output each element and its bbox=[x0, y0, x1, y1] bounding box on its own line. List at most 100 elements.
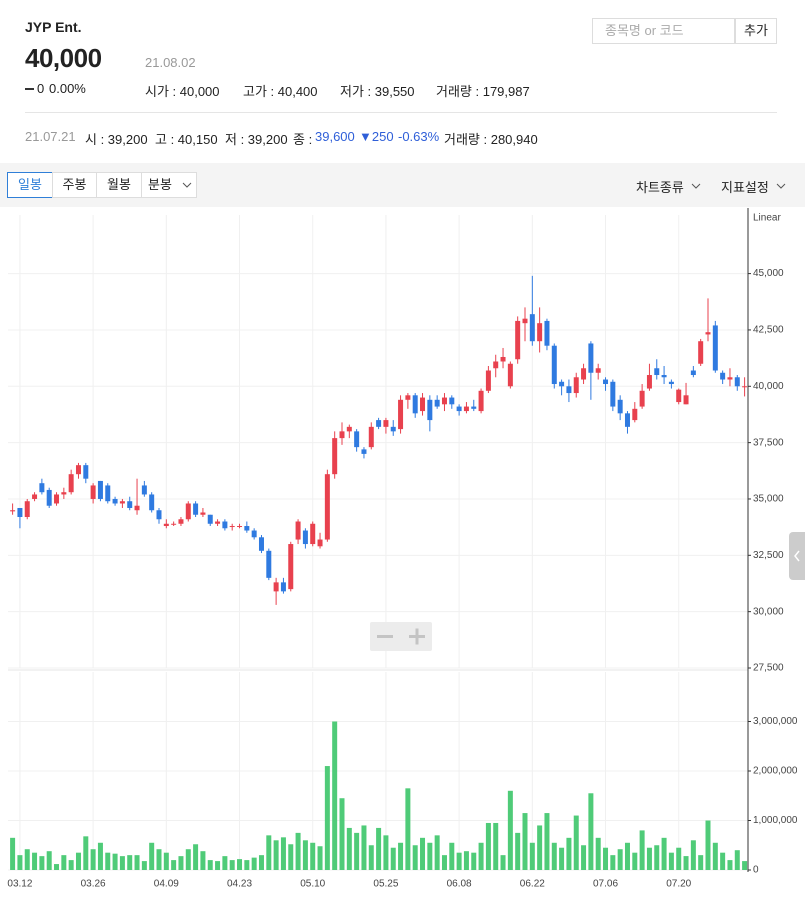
volume-bar bbox=[266, 835, 272, 870]
volume-bar bbox=[185, 849, 191, 870]
candle-body bbox=[463, 406, 469, 412]
volume-bar bbox=[141, 861, 147, 870]
volume-bar bbox=[251, 857, 257, 870]
volume-bar bbox=[215, 861, 221, 870]
candle-body bbox=[24, 501, 30, 517]
candle-body bbox=[603, 379, 609, 385]
prev-close: 39,600 bbox=[315, 129, 355, 144]
volume-bar bbox=[727, 860, 733, 870]
volume-bar bbox=[588, 793, 594, 870]
volume-bar bbox=[537, 825, 543, 870]
volume-bar bbox=[68, 860, 74, 870]
volume-bar bbox=[10, 837, 16, 870]
candle-body bbox=[398, 399, 404, 430]
volume-bar bbox=[383, 835, 389, 870]
candle-body bbox=[134, 505, 140, 511]
tab-daily[interactable]: 일봉 bbox=[7, 172, 53, 198]
candle-body bbox=[405, 395, 411, 400]
x-tick-label: 07.06 bbox=[593, 879, 618, 890]
candle-body bbox=[207, 514, 213, 524]
candle-body bbox=[522, 318, 528, 324]
volume-bar bbox=[361, 825, 367, 870]
volume-bar bbox=[244, 860, 250, 870]
volume-bar bbox=[522, 813, 528, 870]
candle-body bbox=[588, 343, 594, 373]
volume-bar bbox=[485, 822, 491, 870]
chevron bbox=[182, 182, 192, 188]
volume-bar bbox=[346, 827, 352, 870]
add-button[interactable]: 추가 bbox=[735, 18, 777, 44]
volume-bar bbox=[661, 837, 667, 870]
chevron bbox=[691, 183, 701, 189]
volume-bar bbox=[193, 844, 199, 870]
scale-label: Linear bbox=[753, 213, 781, 224]
y-tick-label: 35,000 bbox=[753, 494, 784, 505]
candle-body bbox=[471, 406, 477, 409]
y-tick-label: 1,000,000 bbox=[753, 815, 798, 826]
candle-body bbox=[383, 420, 389, 427]
volume-bar bbox=[229, 860, 235, 870]
volume-bar bbox=[420, 837, 426, 870]
volume-bar bbox=[324, 766, 330, 870]
chevron bbox=[794, 550, 800, 562]
candle-body bbox=[244, 526, 250, 531]
candle-body bbox=[83, 465, 89, 479]
candle-body bbox=[500, 356, 506, 362]
volume-bar bbox=[544, 813, 550, 870]
volume-bar bbox=[112, 853, 118, 870]
candle-body bbox=[727, 377, 733, 380]
volume-bar bbox=[149, 842, 155, 870]
volume-bar bbox=[412, 845, 418, 870]
candle-body bbox=[346, 426, 352, 432]
volume-bar bbox=[90, 849, 96, 870]
indicator-menu[interactable]: 지표설정 bbox=[721, 180, 769, 195]
candle-body bbox=[434, 399, 440, 407]
candle-body bbox=[17, 507, 23, 517]
candle-body bbox=[280, 582, 286, 592]
candle-body bbox=[75, 465, 81, 475]
side-panel-toggle[interactable] bbox=[789, 532, 805, 580]
volume-bar bbox=[463, 851, 469, 870]
prev-change: ▼250 bbox=[359, 129, 394, 144]
candle-body bbox=[251, 530, 257, 538]
candle-body bbox=[310, 523, 316, 545]
search-input[interactable]: 종목명 or 코드 bbox=[592, 18, 735, 44]
volume-bar bbox=[617, 849, 623, 870]
volume-bar bbox=[105, 852, 111, 870]
volume-bar bbox=[529, 842, 535, 870]
candle-body bbox=[617, 399, 623, 414]
volume-bar bbox=[573, 815, 579, 870]
tab-weekly[interactable]: 주봉 bbox=[52, 172, 97, 198]
prev-close-label: 종 : bbox=[293, 132, 313, 147]
separator bbox=[25, 112, 777, 113]
tab-monthly[interactable]: 월봉 bbox=[96, 172, 142, 198]
candle-body bbox=[427, 399, 433, 421]
candle-body bbox=[595, 368, 601, 373]
volume-bar bbox=[339, 798, 345, 870]
chart-type-menu[interactable]: 차트종류 bbox=[636, 180, 684, 195]
quote-date: 21.08.02 bbox=[145, 55, 196, 70]
candle-body bbox=[581, 368, 587, 380]
volume-bar bbox=[566, 837, 572, 870]
volume-bar bbox=[646, 847, 652, 870]
x-tick-label: 03.12 bbox=[7, 879, 32, 890]
stat: 거래량 : 179,987 bbox=[436, 84, 530, 99]
volume-bar bbox=[720, 852, 726, 870]
y-tick-label: 37,500 bbox=[753, 437, 784, 448]
y-tick-label: 0 bbox=[753, 865, 759, 876]
tab-minute[interactable]: 분봉 bbox=[141, 172, 179, 198]
candle-body bbox=[149, 494, 155, 511]
volume-bar bbox=[24, 849, 30, 870]
tab-minute-arrow[interactable] bbox=[178, 172, 197, 198]
volume-bar bbox=[610, 855, 616, 870]
volume-bar bbox=[54, 864, 60, 870]
prev-date: 21.07.21 bbox=[25, 129, 76, 144]
volume-bar bbox=[376, 827, 382, 870]
candle-body bbox=[90, 485, 96, 499]
candle-body bbox=[456, 406, 462, 412]
candle-body bbox=[420, 397, 426, 412]
candle-body bbox=[39, 483, 45, 493]
candle-body bbox=[654, 368, 660, 376]
volume-bar bbox=[368, 845, 374, 870]
